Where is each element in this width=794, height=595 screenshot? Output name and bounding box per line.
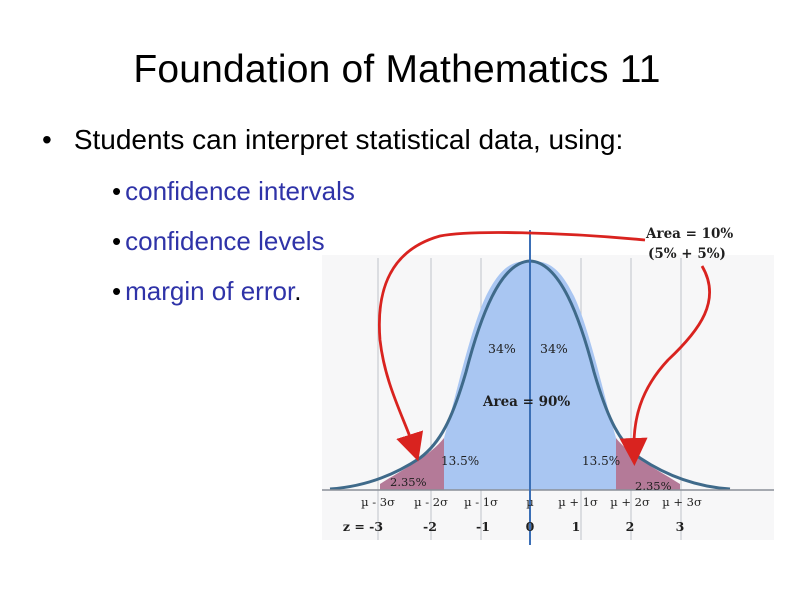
- sigma-label: µ: [526, 495, 534, 509]
- outer-area-label-line1: Area = 10%: [645, 226, 733, 242]
- z-label: 2: [626, 519, 635, 534]
- bullet-dot: •: [42, 124, 52, 155]
- arrow-to-right-tail: [619, 265, 712, 466]
- pct-2-35-left-label: 2.35%: [390, 475, 427, 489]
- sub-bullet-text: confidence levels: [125, 226, 325, 256]
- z-label: 0: [526, 519, 535, 534]
- sigma-label: µ - 2σ: [414, 495, 448, 509]
- outer-area-label-line2: (5% + 5%): [648, 246, 726, 262]
- sub-bullet-text: margin of error: [125, 276, 295, 306]
- z-axis-labels: z = -3 -2 -1 0 1 2 3: [343, 519, 684, 534]
- left-tail-area: [380, 438, 444, 490]
- main-bullet: • Students can interpret statistical data…: [42, 124, 623, 156]
- z-label: 3: [676, 519, 685, 534]
- z-label: -1: [476, 519, 490, 534]
- sub-bullet-margin-of-error: • margin of error.: [112, 276, 301, 307]
- right-tail-area: [616, 438, 680, 490]
- z-label: -2: [423, 519, 437, 534]
- pct-13-5-right-label: 13.5%: [582, 454, 620, 468]
- sigma-axis-labels: µ - 3σ µ - 2σ µ - 1σ µ µ + 1σ µ + 2σ µ +…: [361, 495, 702, 509]
- bullet-dot: •: [112, 226, 122, 256]
- sigma-label: µ + 1σ: [558, 495, 598, 509]
- sigma-label: µ + 2σ: [610, 495, 650, 509]
- sigma-label: µ - 3σ: [361, 495, 395, 509]
- pct-34-left-label: 34%: [488, 341, 516, 356]
- pct-2-35-right-label: 2.35%: [635, 479, 672, 493]
- bullet-dot: •: [112, 176, 122, 206]
- z-label: 1: [572, 519, 581, 534]
- pct-34-right-label: 34%: [540, 341, 568, 356]
- inner-area-label: Area = 90%: [482, 394, 570, 410]
- arrow-to-left-tail: [378, 231, 646, 462]
- sub-bullet-confidence-levels: • confidence levels: [112, 226, 325, 257]
- slide-title: Foundation of Mathematics 11: [133, 48, 661, 91]
- bullet-dot: •: [112, 276, 122, 306]
- sub-bullet-text: confidence intervals: [125, 176, 355, 206]
- main-bullet-text: Students can interpret statistical data,…: [73, 124, 624, 155]
- period: .: [294, 276, 302, 306]
- sigma-label: µ + 3σ: [662, 495, 702, 509]
- z-label: z = -3: [343, 519, 383, 534]
- pct-13-5-left-label: 13.5%: [441, 454, 479, 468]
- sub-bullet-confidence-intervals: • confidence intervals: [112, 176, 355, 207]
- sigma-label: µ - 1σ: [464, 495, 498, 509]
